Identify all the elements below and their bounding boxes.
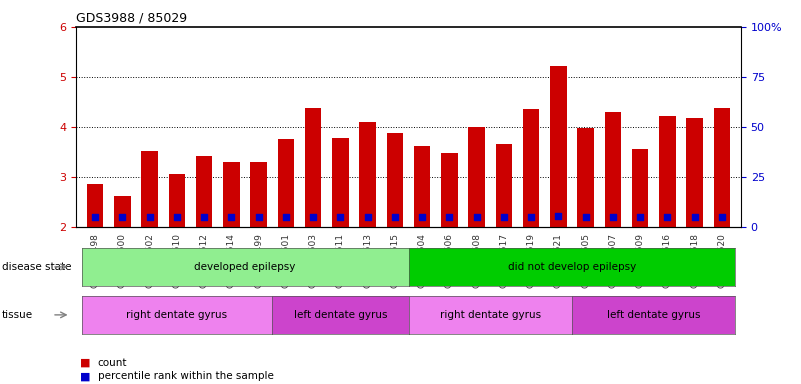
- Point: [143, 214, 156, 220]
- Bar: [115, 195, 131, 227]
- Bar: [251, 162, 267, 227]
- Point: [525, 214, 537, 220]
- Point: [171, 214, 183, 220]
- Point: [307, 214, 320, 220]
- Point: [198, 214, 211, 220]
- Bar: [169, 174, 185, 227]
- Text: ■: ■: [80, 371, 91, 381]
- Text: percentile rank within the sample: percentile rank within the sample: [98, 371, 274, 381]
- Point: [116, 214, 129, 220]
- Point: [443, 214, 456, 220]
- Bar: [578, 128, 594, 227]
- Bar: [632, 149, 648, 227]
- Bar: [332, 138, 348, 227]
- Bar: [714, 108, 730, 227]
- Text: right dentate gyrus: right dentate gyrus: [127, 310, 227, 320]
- Point: [497, 214, 510, 220]
- Bar: [441, 153, 457, 227]
- Bar: [414, 146, 430, 227]
- Text: developed epilepsy: developed epilepsy: [195, 262, 296, 272]
- Bar: [360, 122, 376, 227]
- Point: [634, 214, 646, 220]
- Point: [715, 214, 728, 220]
- Text: tissue: tissue: [2, 310, 33, 320]
- Bar: [196, 156, 212, 227]
- Point: [552, 213, 565, 219]
- Bar: [550, 66, 566, 227]
- Point: [280, 214, 292, 220]
- Bar: [523, 109, 539, 227]
- Point: [606, 214, 619, 220]
- Point: [579, 214, 592, 220]
- Text: GDS3988 / 85029: GDS3988 / 85029: [76, 11, 187, 24]
- Point: [688, 214, 701, 220]
- Bar: [142, 151, 158, 227]
- Point: [334, 214, 347, 220]
- Point: [225, 214, 238, 220]
- Text: count: count: [98, 358, 127, 368]
- Text: disease state: disease state: [2, 262, 71, 272]
- Bar: [305, 108, 321, 227]
- Bar: [496, 144, 512, 227]
- Bar: [223, 162, 239, 227]
- Bar: [387, 133, 403, 227]
- Point: [470, 214, 483, 220]
- Point: [661, 214, 674, 220]
- Bar: [87, 184, 103, 227]
- Text: did not develop epilepsy: did not develop epilepsy: [508, 262, 636, 272]
- Bar: [469, 127, 485, 227]
- Bar: [659, 116, 675, 227]
- Point: [252, 214, 265, 220]
- Text: right dentate gyrus: right dentate gyrus: [440, 310, 541, 320]
- Bar: [278, 139, 294, 227]
- Point: [416, 214, 429, 220]
- Point: [89, 214, 102, 220]
- Point: [361, 214, 374, 220]
- Bar: [686, 118, 702, 227]
- Text: ■: ■: [80, 358, 91, 368]
- Point: [388, 214, 401, 220]
- Bar: [605, 112, 621, 227]
- Text: left dentate gyrus: left dentate gyrus: [607, 310, 701, 320]
- Text: left dentate gyrus: left dentate gyrus: [294, 310, 387, 320]
